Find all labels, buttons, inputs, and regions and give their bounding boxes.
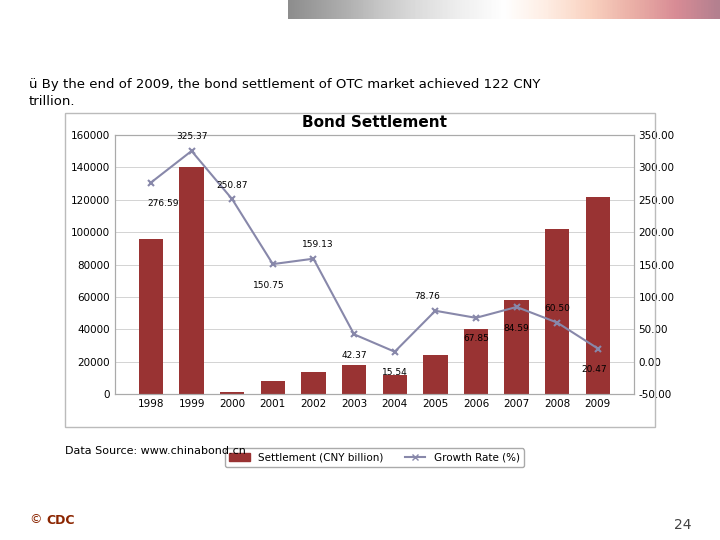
- Bar: [585, 197, 610, 394]
- Text: Data Source: www.chinabond.cn: Data Source: www.chinabond.cn: [65, 446, 246, 456]
- Text: 42.37: 42.37: [341, 351, 367, 360]
- Bar: [545, 229, 570, 394]
- Text: 15.54: 15.54: [382, 368, 408, 377]
- Bar: [139, 239, 163, 394]
- Bar: [220, 392, 244, 394]
- Text: 276.59: 276.59: [148, 199, 179, 208]
- Bar: [464, 329, 488, 394]
- Text: 84.59: 84.59: [504, 323, 529, 333]
- Bar: [342, 365, 366, 394]
- Text: 150.75: 150.75: [253, 281, 284, 290]
- Bar: [382, 375, 407, 394]
- Text: CDC: CDC: [47, 514, 76, 526]
- Text: 159.13: 159.13: [302, 240, 333, 249]
- Title: Bond Settlement: Bond Settlement: [302, 114, 447, 130]
- Text: 60.50: 60.50: [544, 304, 570, 313]
- Text: ©: ©: [29, 514, 41, 526]
- Text: 78.76: 78.76: [414, 292, 440, 301]
- Bar: [261, 381, 285, 394]
- Legend: Settlement (CNY billion), Growth Rate (%): Settlement (CNY billion), Growth Rate (%…: [225, 448, 524, 467]
- Bar: [423, 355, 448, 394]
- Text: Bond Settlement: Bond Settlement: [13, 33, 199, 53]
- Text: 250.87: 250.87: [217, 180, 248, 190]
- Text: ü By the end of 2009, the bond settlement of OTC market achieved 122 CNY
trillio: ü By the end of 2009, the bond settlemen…: [29, 78, 540, 109]
- Text: 67.85: 67.85: [463, 334, 489, 343]
- Bar: [505, 300, 528, 394]
- Bar: [301, 372, 325, 394]
- Bar: [179, 167, 204, 394]
- Text: 24: 24: [674, 518, 691, 532]
- Text: 20.47: 20.47: [581, 365, 606, 374]
- Text: 325.37: 325.37: [176, 132, 207, 141]
